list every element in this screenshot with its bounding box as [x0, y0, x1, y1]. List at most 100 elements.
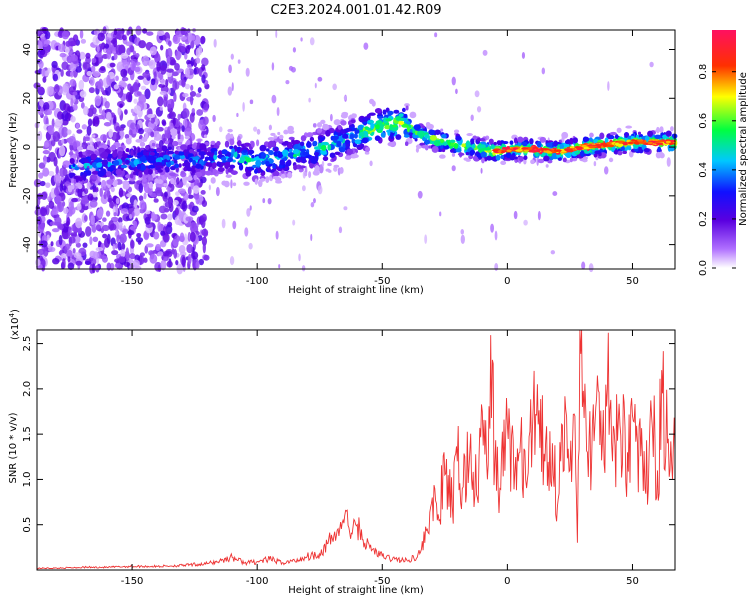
ridge-cell: [609, 131, 617, 136]
noise-cell: [275, 230, 279, 240]
ridge-cell: [665, 130, 672, 137]
noise-cell: [156, 61, 161, 72]
colorbar: 0.0 0.2 0.4 0.6 0.8 Normalized spectral ampl…: [698, 30, 749, 276]
noise-cell: [314, 82, 317, 89]
ridge-cell: [98, 147, 106, 153]
noise-cell: [271, 94, 277, 104]
ridge-cell: [513, 156, 518, 160]
noise-cell: [113, 212, 117, 217]
ridge-cell: [178, 163, 182, 168]
noise-cell: [64, 243, 70, 251]
noise-cell: [48, 200, 55, 209]
ridge-core-cell: [553, 149, 562, 152]
noise-cell: [78, 61, 82, 68]
ridge-cell: [453, 129, 460, 134]
noise-cell: [66, 129, 72, 135]
ridge-cell: [333, 164, 340, 168]
ridge-cell: [382, 109, 387, 114]
ridge-cell: [224, 140, 230, 148]
ridge-cell: [321, 144, 327, 151]
ridge-cell: [186, 139, 191, 146]
ridge-cell: [500, 155, 504, 159]
spectrogram-y-tick-label-2: 0: [22, 144, 33, 150]
noise-cell: [107, 197, 113, 203]
ridge-cell: [170, 128, 178, 134]
ridge-cell: [562, 157, 567, 163]
noise-cell: [109, 62, 116, 68]
noise-cell: [127, 180, 136, 185]
ridge-cell: [268, 140, 276, 148]
snr-x-axis-label: Height of straight line (km): [288, 585, 424, 596]
ridge-cell: [255, 159, 262, 167]
noise-cell: [151, 213, 158, 221]
noise-cell: [39, 180, 46, 187]
noise-cell: [245, 67, 250, 77]
noise-cell: [70, 232, 78, 237]
ridge-cell: [609, 135, 615, 140]
noise-cell: [298, 253, 301, 262]
noise-cell: [47, 124, 55, 135]
snr-y-scale-label: (x104): [8, 309, 21, 340]
noise-cell: [174, 207, 179, 216]
noise-cell: [91, 57, 97, 64]
ridge-cell: [180, 170, 185, 175]
noise-cell: [109, 201, 114, 209]
ridge-cell: [149, 157, 155, 162]
ridge-cell: [529, 138, 534, 145]
noise-cell: [72, 104, 78, 111]
noise-cell: [38, 99, 44, 107]
noise-cell: [93, 142, 98, 150]
ridge-cell: [329, 152, 336, 159]
noise-cell: [66, 249, 73, 259]
ridge-cell: [136, 163, 142, 170]
noise-cell: [187, 186, 192, 196]
ridge-cell: [441, 148, 446, 153]
spectrogram-y-tick-label-1: -20: [22, 188, 33, 204]
ridge-cell: [278, 134, 284, 140]
noise-cell: [201, 64, 206, 71]
noise-cell: [123, 261, 130, 268]
noise-cell: [84, 260, 91, 265]
noise-cell: [59, 167, 65, 177]
noise-cell: [92, 236, 99, 243]
noise-cell: [37, 198, 41, 206]
noise-cell: [129, 45, 135, 53]
noise-cell: [163, 96, 168, 108]
noise-cell: [550, 250, 556, 255]
noise-cell: [76, 129, 83, 134]
ridge-cell: [83, 163, 88, 169]
ridge-cell: [357, 146, 361, 150]
noise-cell: [67, 256, 71, 263]
noise-cell: [310, 233, 313, 242]
noise-cell: [160, 65, 167, 75]
noise-cell: [132, 81, 139, 92]
noise-cell: [51, 60, 58, 69]
noise-cell: [144, 88, 151, 100]
ridge-cell: [97, 170, 105, 177]
noise-cell: [100, 179, 107, 191]
noise-cell: [312, 123, 317, 128]
noise-cell: [329, 113, 333, 122]
ridge-cell: [216, 140, 221, 146]
noise-cell: [93, 187, 99, 193]
noise-cell: [332, 83, 337, 91]
ridge-cell: [354, 129, 360, 134]
ridge-cell: [295, 164, 302, 170]
noise-cell: [193, 67, 197, 75]
noise-cell: [231, 82, 234, 92]
noise-cell: [439, 211, 442, 217]
noise-cell: [417, 190, 423, 199]
noise-cell: [113, 84, 120, 90]
ridge-core-cell: [529, 150, 538, 153]
noise-cell: [126, 47, 131, 56]
ridge-cell: [620, 146, 625, 151]
ridge-cell: [253, 175, 259, 180]
ridge-cell: [237, 140, 242, 147]
noise-cell: [178, 245, 186, 254]
noise-cell: [128, 263, 134, 270]
ridge-core-cell: [623, 141, 628, 145]
noise-cell: [113, 38, 118, 48]
snr-x-ticks: -150 -100 -50 0 50: [121, 330, 639, 587]
noise-cell: [167, 213, 173, 221]
ridge-cell: [69, 157, 75, 164]
